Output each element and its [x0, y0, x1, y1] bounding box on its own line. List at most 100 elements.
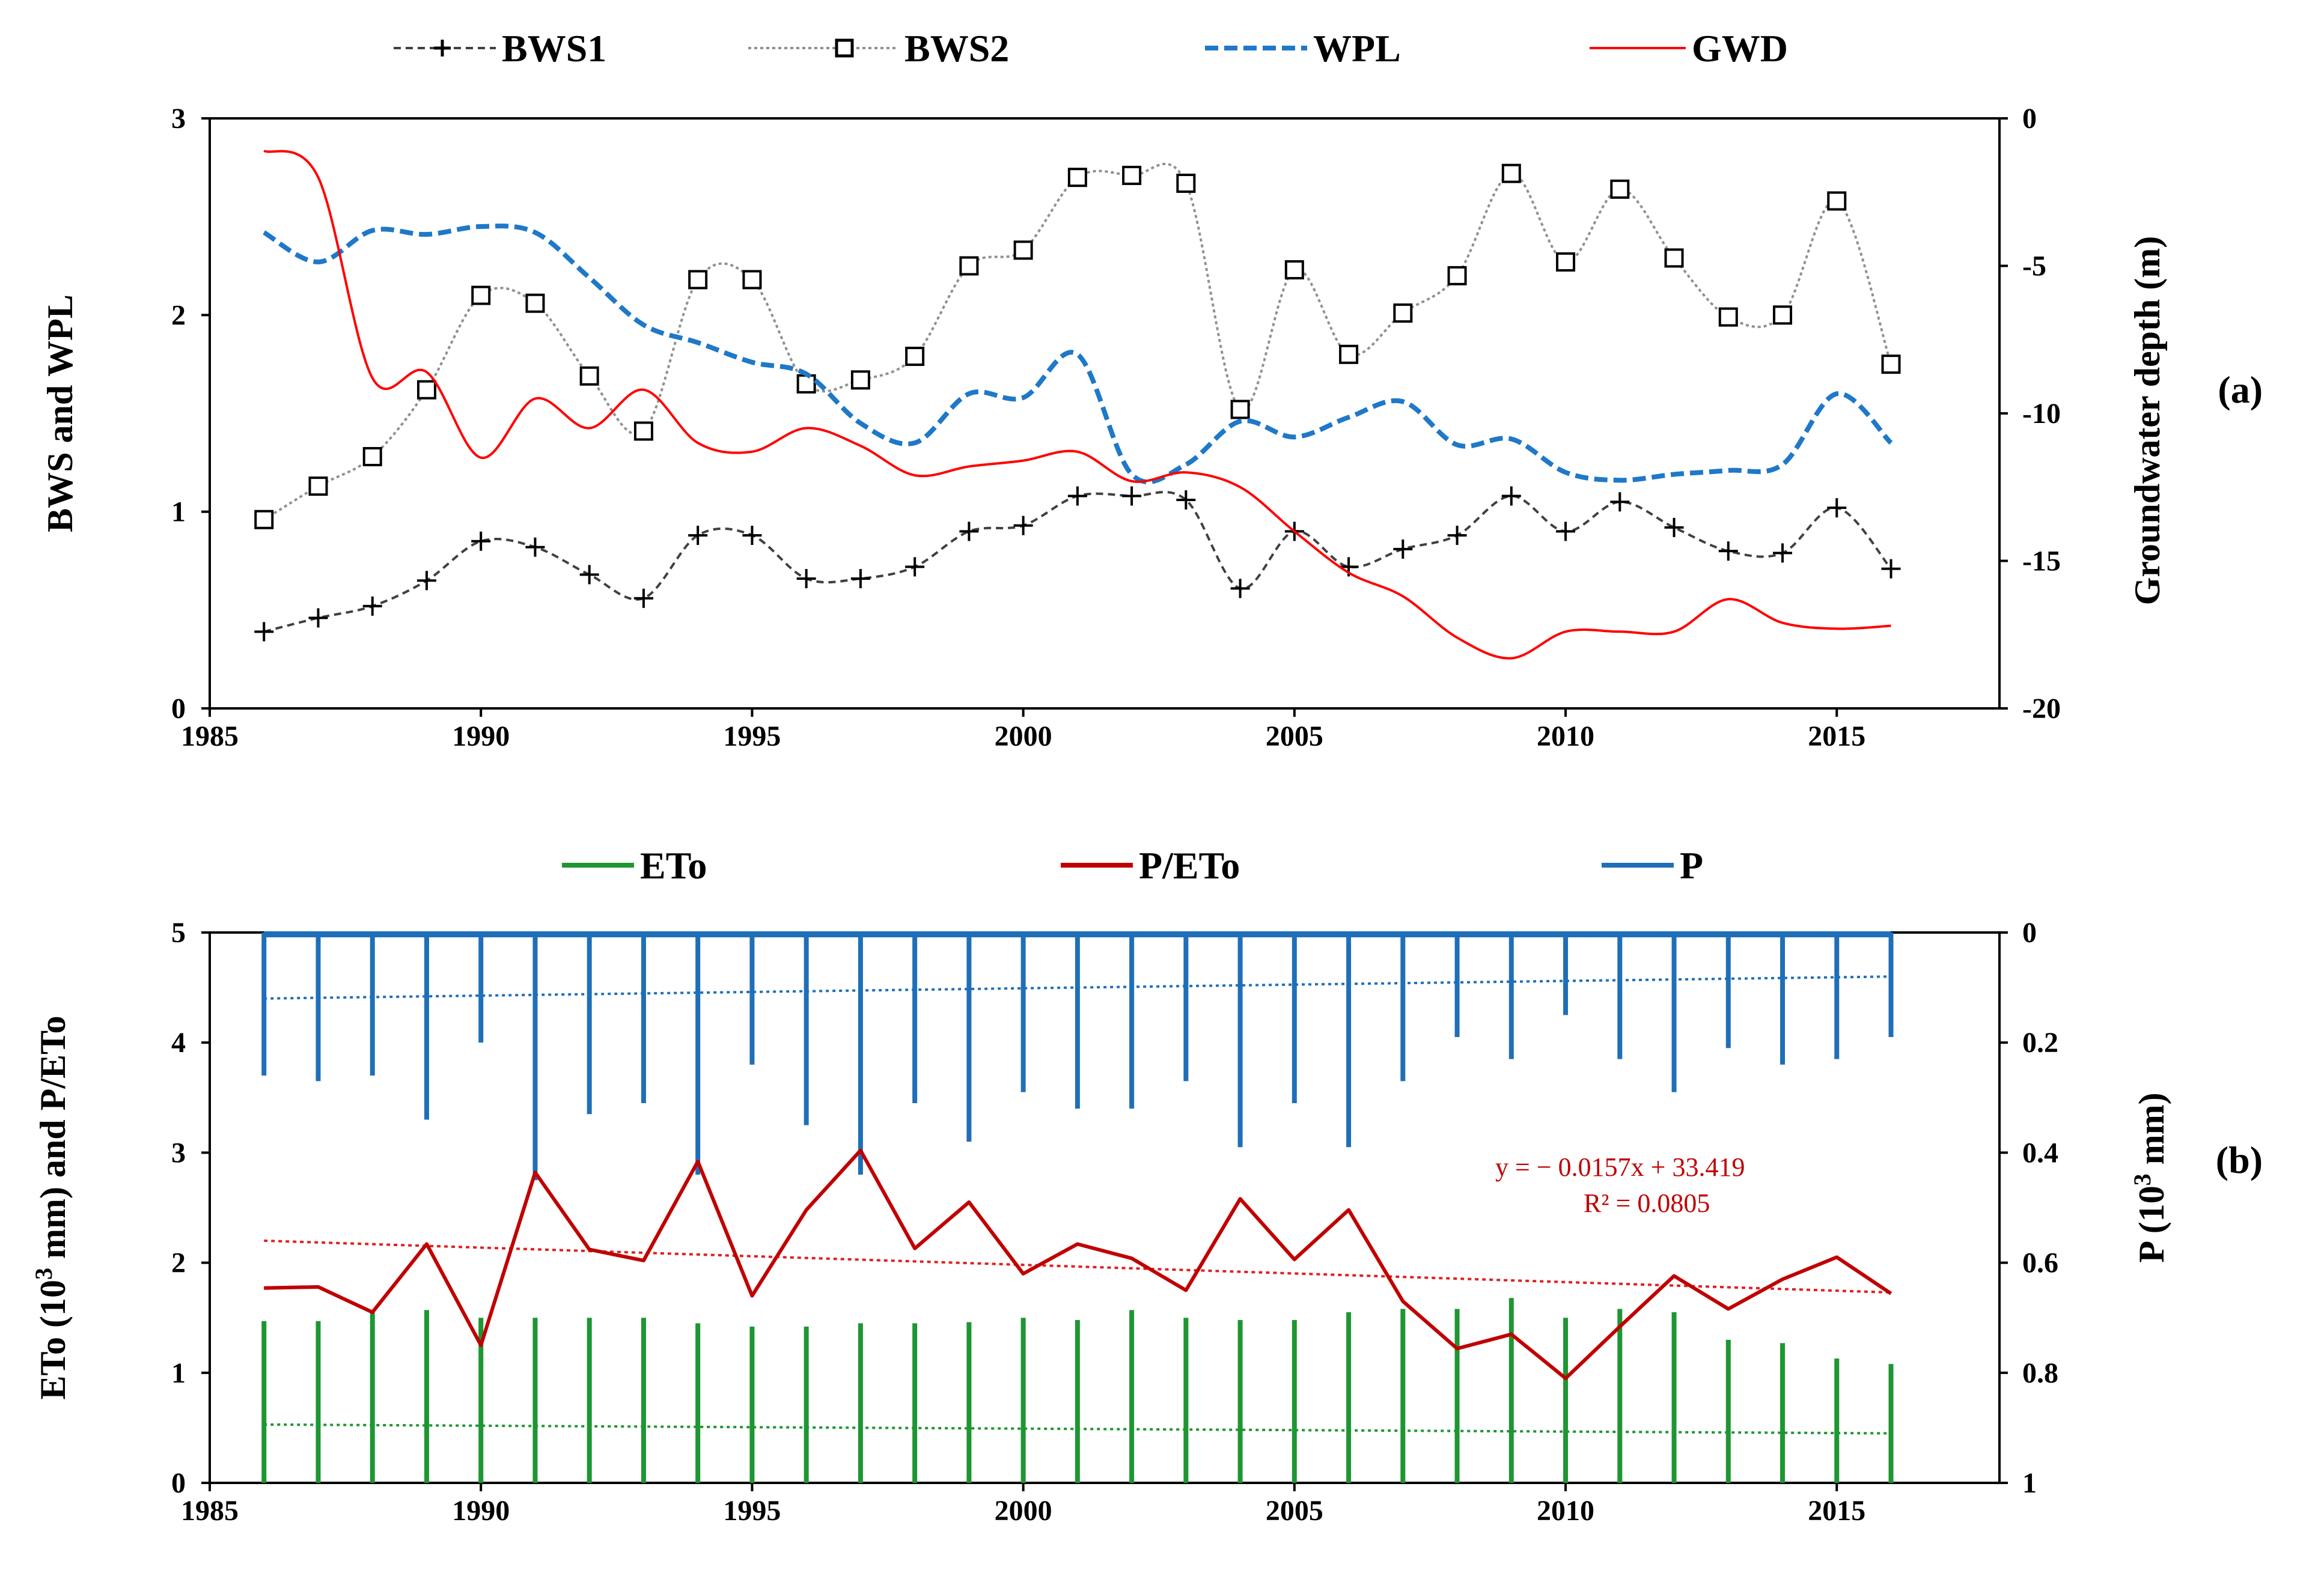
a-y2-tick-label: 0: [2022, 103, 2037, 135]
bws1-point: [1393, 539, 1413, 559]
trend-r2: R² = 0.0805: [1584, 1188, 1710, 1218]
bws2-point: [1176, 174, 1196, 193]
trend-equation: y = − 0.0157x + 33.419: [1495, 1152, 1745, 1182]
b-x-tick-label: 1985: [181, 1495, 239, 1527]
bws2-point: [1501, 163, 1521, 183]
bws1-point: [525, 537, 545, 557]
bws1-point: [959, 522, 979, 541]
bws1-point: [579, 565, 599, 585]
bws2-point: [742, 270, 762, 290]
bws1-point: [1773, 543, 1793, 563]
legend-item-pe: P/ETo: [1061, 844, 1240, 887]
eto-trendline: [264, 1423, 1891, 1435]
bws2-point: [416, 380, 436, 400]
legend-wpl-label: WPL: [1313, 27, 1401, 70]
a-x-tick-label: 2005: [1266, 720, 1323, 752]
bws2-point: [308, 476, 328, 496]
a-x-tick-label: 1990: [452, 720, 510, 752]
bws2-point: [362, 447, 382, 467]
bws2-point: [1013, 240, 1033, 260]
panel-a-ylabel: BWS and WPL: [40, 294, 80, 532]
bws1-point: [1664, 517, 1684, 537]
b-x-tick-label: 2005: [1266, 1495, 1323, 1527]
bws1-point: [1610, 492, 1630, 512]
legend-bws2-marker: [835, 38, 854, 58]
panel-a-series: [254, 150, 1901, 660]
b-y-tick-label: 0: [171, 1467, 186, 1499]
bws2-point: [525, 293, 545, 313]
bws2-point: [1230, 400, 1250, 419]
b-y2-tick-label: 0.2: [2022, 1027, 2058, 1059]
panel-b-y2label-sup: 3: [2129, 1173, 2156, 1185]
bws1-point: [308, 608, 328, 628]
bws1-point: [362, 596, 382, 616]
bws2-point: [1718, 307, 1738, 327]
legend-pe-label: P/ETo: [1139, 844, 1240, 887]
bws1-point: [254, 622, 274, 642]
a-y2-tick-label: -10: [2022, 398, 2061, 430]
a-x-tick-label: 1985: [181, 720, 239, 752]
bws1-point: [1827, 498, 1847, 518]
bws1-point: [1230, 579, 1250, 598]
bws1-point: [1556, 522, 1576, 541]
a-x-tick-label: 2000: [995, 720, 1052, 752]
b-y2-tick-label: 1: [2022, 1467, 2037, 1499]
bws2-point: [1284, 260, 1304, 280]
legend-bws2-label: BWS2: [904, 27, 1009, 70]
a-x-tick-label: 1995: [723, 720, 781, 752]
panel-b-axes: 1985 1990 1995 2000 2005 2010 2015 0 1 2 3 4 5 0 0.2 0.…: [171, 917, 2058, 1527]
bws2-point: [579, 366, 599, 386]
panel-a-axes: 1985 1990 1995 2000 2005 2010 2015 0 1 2 3 0 -5 -10 -1…: [171, 103, 2061, 752]
plot-area-b: [209, 931, 2001, 1484]
b-y2-tick-label: 0: [2022, 917, 2037, 949]
bws2-line: [263, 162, 1892, 521]
bws1-point: [416, 571, 436, 591]
bws2-point: [1664, 248, 1684, 268]
bws1-point: [1447, 525, 1467, 545]
b-y-tick-label: 4: [171, 1027, 186, 1059]
b-y-tick-label: 5: [171, 917, 186, 949]
wpl-line: [263, 224, 1893, 485]
legend-item-bws1: BWS1: [394, 27, 606, 70]
legend-bws1-marker: [434, 40, 451, 56]
legend-p-label: P: [1680, 844, 1703, 887]
legend-a: BWS1 BWS2 WPL GWD: [394, 27, 1788, 70]
panel-a: BWS and WPL Groundwater depth (m) (a) 19…: [40, 103, 2263, 752]
bws1-point: [1501, 486, 1521, 506]
legend-eto-label: ETo: [640, 844, 707, 887]
panel-b-series: [261, 931, 1894, 1483]
panel-b-y2label-main: P (10: [2132, 1185, 2171, 1262]
panel-b-ylabel-main: ETo (10: [33, 1280, 73, 1400]
legend-bws1-label: BWS1: [502, 27, 606, 70]
bws1-point: [905, 557, 925, 577]
pe-line: [264, 1148, 1892, 1380]
b-x-tick-label: 2010: [1537, 1495, 1594, 1527]
bws1-point: [688, 525, 708, 545]
bws2-point: [1773, 305, 1793, 325]
bws2-point: [796, 374, 816, 394]
legend-item-wpl: WPL: [1205, 27, 1401, 70]
a-y2-tick-label: -20: [2022, 693, 2061, 725]
bws2-point: [633, 421, 653, 441]
bws2-point: [1393, 303, 1413, 323]
b-y-tick-label: 2: [171, 1247, 186, 1279]
b-x-tick-label: 1995: [723, 1495, 781, 1527]
bws2-point: [959, 256, 979, 276]
a-x-tick-label: 2015: [1808, 720, 1865, 752]
bws1-point: [1067, 486, 1087, 506]
panel-b-ylabel: ETo (103 mm) and P/ETo: [30, 1015, 73, 1399]
a-y2-tick-label: -15: [2022, 546, 2061, 577]
gwd-line: [263, 150, 1891, 660]
bws1-point: [1122, 486, 1142, 506]
bws2-point: [1881, 354, 1901, 374]
a-y-tick-label: 2: [171, 299, 186, 331]
bws1-point: [850, 568, 870, 588]
pe-trendline: [264, 1239, 1891, 1294]
legend-gwd-label: GWD: [1692, 27, 1788, 70]
bws2-point: [850, 370, 870, 390]
panel-b-y2label-rest: mm): [2132, 1092, 2171, 1173]
bws1-point: [633, 588, 653, 608]
b-y2-tick-label: 0.6: [2022, 1247, 2058, 1279]
bws2-point: [1122, 165, 1142, 185]
bws1-point: [1718, 541, 1738, 561]
